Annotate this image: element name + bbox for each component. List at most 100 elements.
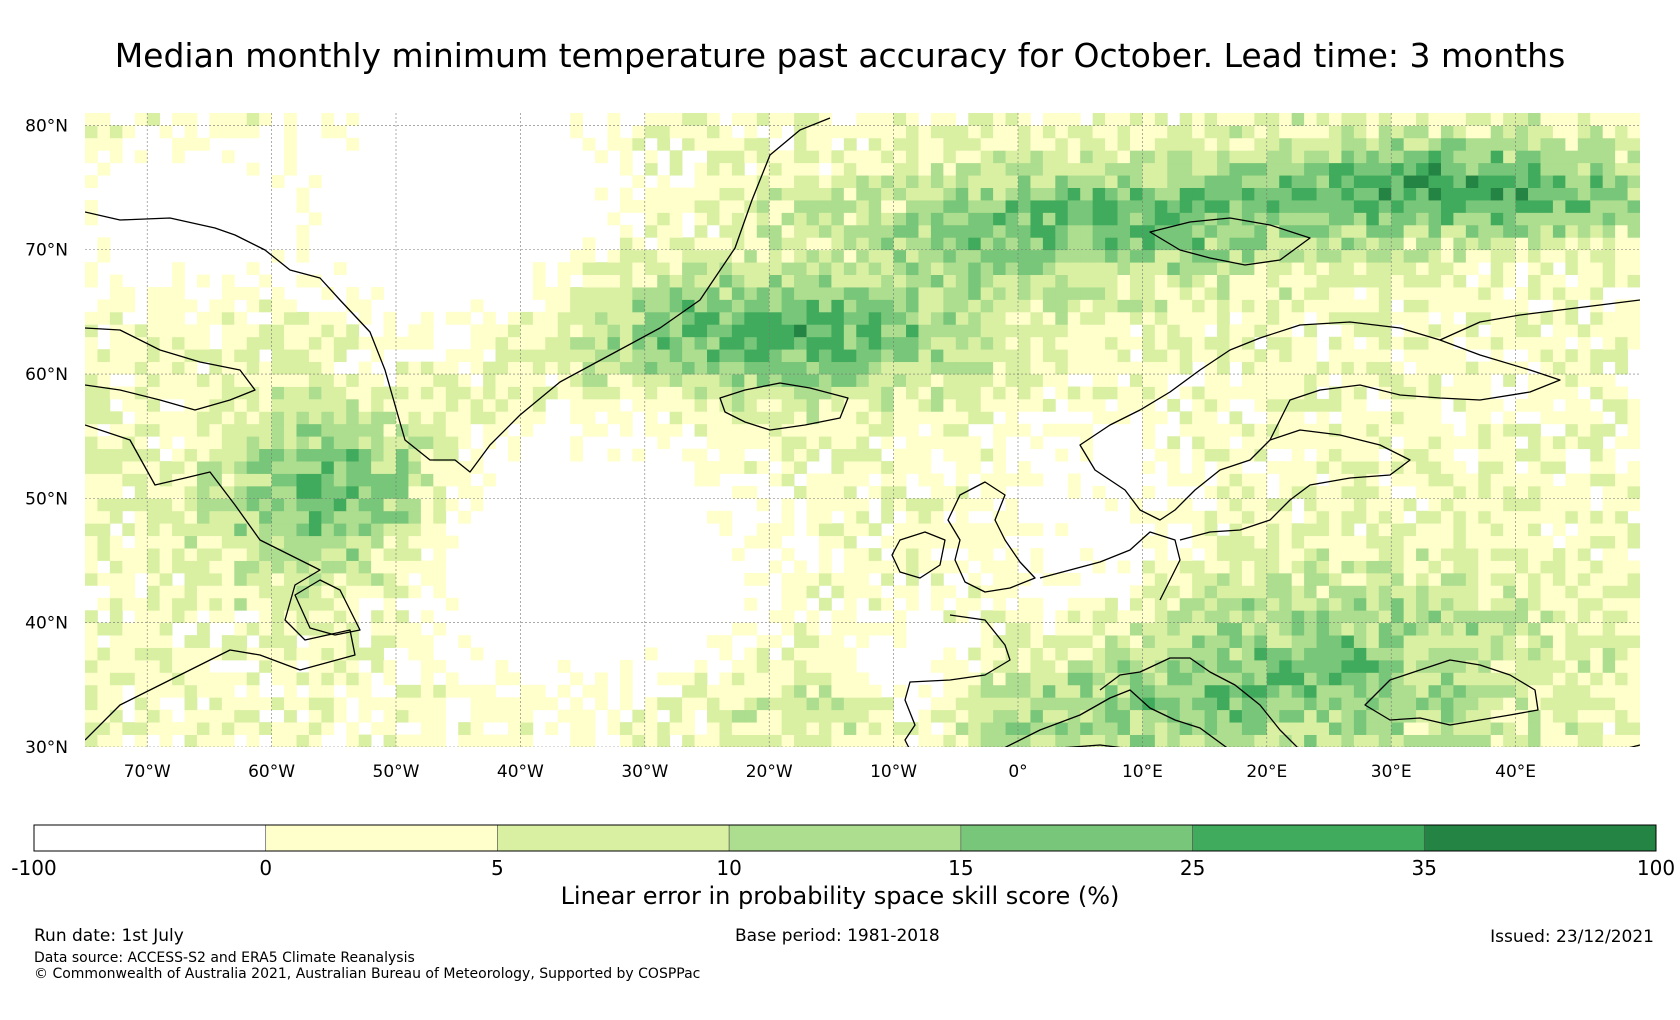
skill-cell (856, 237, 870, 251)
skill-cell (1465, 113, 1479, 126)
skill-cell (1528, 734, 1541, 747)
skill-cell (1291, 150, 1305, 164)
skill-cell (97, 448, 111, 462)
skill-cell (1179, 647, 1193, 661)
skill-cell (1291, 162, 1305, 176)
skill-cell (1179, 510, 1193, 524)
colorbar-segment (33, 824, 267, 852)
skill-cell (122, 498, 136, 512)
skill-cell (1440, 448, 1454, 462)
skill-cell (545, 299, 559, 313)
skill-cell (172, 647, 185, 661)
skill-cell (1378, 510, 1392, 524)
skill-cell (930, 510, 944, 524)
skill-cell (756, 336, 770, 350)
skill-cell (1055, 113, 1069, 126)
skill-cell (731, 398, 745, 412)
skill-cell (346, 548, 360, 561)
skill-cell (1341, 684, 1355, 698)
skill-cell (1565, 137, 1579, 151)
skill-cell (1055, 622, 1069, 636)
skill-cell (993, 423, 1006, 437)
skill-cell (1092, 398, 1106, 412)
skill-cell (1465, 398, 1479, 412)
skill-cell (1341, 610, 1355, 624)
skill-cell (557, 386, 571, 400)
skill-cell (1092, 162, 1106, 176)
skill-cell (134, 560, 148, 574)
skill-cell (1440, 423, 1454, 437)
skill-cell (271, 635, 285, 648)
skill-cell (1577, 274, 1591, 288)
skill-cell (147, 722, 161, 735)
skill-cell (1565, 386, 1579, 400)
skill-cell (1366, 187, 1380, 201)
skill-cell (856, 249, 870, 263)
skill-cell (1279, 287, 1293, 300)
skill-cell (893, 249, 907, 263)
skill-cell (1478, 287, 1492, 300)
skill-cell (831, 150, 845, 164)
skill-cell (383, 672, 397, 686)
skill-cell (682, 374, 695, 387)
skill-cell (1005, 734, 1019, 747)
skill-cell (1416, 237, 1429, 251)
skill-cell (955, 299, 969, 313)
skill-cell (1378, 585, 1392, 599)
skill-cell (333, 560, 347, 574)
skill-cell (881, 423, 894, 437)
skill-cell (109, 423, 123, 437)
skill-cell (1304, 560, 1317, 574)
skill-cell (1416, 572, 1429, 586)
skill-cell (930, 336, 944, 350)
skill-cell (1440, 485, 1454, 499)
skill-cell (1105, 287, 1118, 300)
skill-cell (1615, 398, 1628, 412)
skill-cell (856, 175, 870, 188)
skill-cell (1254, 535, 1268, 549)
skill-cell (1105, 709, 1118, 723)
skill-cell (1105, 175, 1118, 188)
skill-cell (918, 262, 932, 276)
skill-cell (1080, 212, 1094, 226)
skill-cell (1490, 560, 1504, 574)
skill-cell (1055, 137, 1069, 151)
skill-cell (1378, 374, 1392, 387)
skill-cell (1167, 299, 1181, 313)
skill-cell (221, 597, 235, 611)
skill-cell (955, 212, 969, 226)
skill-cell (619, 349, 633, 363)
skill-cell (918, 461, 932, 474)
skill-cell (1453, 461, 1467, 474)
skill-cell (1341, 722, 1355, 735)
skill-cell (1154, 597, 1168, 611)
skill-cell (1266, 535, 1280, 549)
skill-cell (993, 572, 1006, 586)
skill-cell (1453, 622, 1467, 636)
skill-cell (955, 659, 969, 673)
skill-cell (955, 485, 969, 499)
skill-cell (532, 262, 546, 276)
skill-cell (1515, 137, 1529, 151)
skill-cell (1167, 349, 1181, 363)
skill-cell (246, 672, 260, 686)
skill-cell (582, 411, 596, 425)
skill-cell (85, 485, 98, 499)
skill-cell (1403, 647, 1417, 661)
skill-cell (831, 498, 845, 512)
skill-cell (1129, 398, 1143, 412)
skill-cell (1266, 411, 1280, 425)
skill-cell (458, 473, 472, 487)
skill-cell (1018, 249, 1031, 263)
skill-cell (1291, 212, 1305, 226)
skill-cell (1018, 423, 1031, 437)
base-period: Base period: 1981-2018 (735, 926, 940, 946)
skill-cell (1067, 672, 1081, 686)
skill-cell (906, 162, 919, 176)
skill-cell (308, 498, 322, 512)
skill-cell (1105, 224, 1118, 238)
skill-cell (1266, 311, 1280, 325)
skill-cell (955, 361, 969, 375)
skill-cell (1291, 311, 1305, 325)
skill-cell (831, 237, 845, 251)
